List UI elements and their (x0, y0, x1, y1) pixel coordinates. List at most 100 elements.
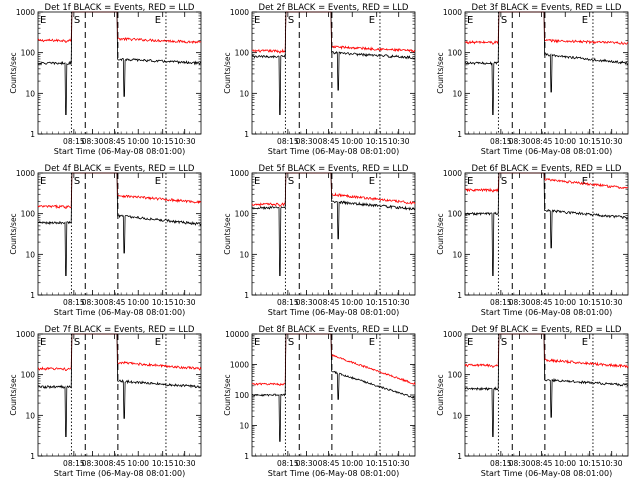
detector-panel: Det 8f BLACK = Events, RED = LLD 1 10 100 10… (223, 325, 416, 478)
panel-title: Det 1f BLACK = Events, RED = LLD (45, 3, 195, 13)
x-tick-label: 08:15 (277, 137, 299, 146)
x-tick-label: 08:45 (318, 459, 340, 468)
detector-panel: Det 6f BLACK = Events, RED = LLD 1 10 100 10… (436, 164, 629, 317)
x-tick-label: 08:30 (509, 137, 531, 146)
x-tick-label: 10:30 (601, 459, 623, 468)
events-trace (251, 11, 416, 115)
detector-panel: Det 3f BLACK = Events, RED = LLD 1 10 100 10… (436, 3, 629, 156)
x-tick-label: 08:45 (318, 298, 340, 307)
x-tick-label: 10:00 (554, 298, 576, 307)
y-tick-label: 1000 (16, 8, 35, 17)
marker-start: S (288, 176, 294, 187)
lld-trace (464, 333, 629, 369)
x-tick-label: 10:00 (554, 137, 576, 146)
detector-panel: Det 2f BLACK = Events, RED = LLD 1 10 100 10… (223, 3, 416, 156)
y-tick-label: 10 (452, 89, 462, 98)
marker-left: E (254, 337, 260, 348)
detector-panel: Det 1f BLACK = Events, RED = LLD 1 10 100 10… (9, 3, 202, 156)
y-tick-label: 100 (21, 210, 36, 219)
x-tick-label: 08:15 (63, 459, 85, 468)
y-tick-label: 100 (448, 210, 463, 219)
x-tick-label: 08:45 (104, 137, 126, 146)
y-axis-label: Counts/sec (9, 374, 18, 415)
marker-left: E (40, 176, 46, 187)
y-tick-label: 1000 (230, 169, 249, 178)
detector-panel: Det 5f BLACK = Events, RED = LLD 1 10 100 10… (223, 164, 416, 317)
plot-frame (37, 172, 202, 296)
marker-right: E (369, 337, 375, 348)
x-axis-label: Start Time (06-May-08 08:01:00) (268, 147, 399, 156)
y-tick-label: 10 (25, 250, 35, 259)
x-tick-label: 08:45 (104, 459, 126, 468)
y-tick-label: 1000 (16, 330, 35, 339)
panel-title: Det 4f BLACK = Events, RED = LLD (45, 164, 195, 174)
marker-start: S (74, 337, 80, 348)
plot-frame (37, 11, 202, 135)
y-axis-label: Counts/sec (223, 213, 232, 254)
x-tick-label: 10:15 (579, 298, 601, 307)
marker-right: E (155, 337, 161, 348)
plot-frame (464, 172, 629, 296)
marker-right: E (369, 176, 375, 187)
x-tick-label: 10:15 (152, 459, 174, 468)
marker-start: S (501, 337, 507, 348)
x-tick-label: 08:45 (531, 459, 553, 468)
marker-start: S (74, 176, 80, 187)
lld-trace (464, 11, 629, 45)
events-trace (37, 172, 202, 277)
marker-left: E (254, 15, 260, 26)
x-tick-label: 08:45 (104, 298, 126, 307)
events-trace (464, 172, 629, 277)
marker-left: E (467, 176, 473, 187)
x-tick-label: 08:30 (509, 298, 531, 307)
y-tick-label: 10 (239, 250, 249, 259)
lld-trace (37, 172, 202, 210)
x-tick-label: 10:15 (579, 137, 601, 146)
x-tick-label: 10:00 (127, 298, 149, 307)
x-tick-label: 10:00 (341, 459, 363, 468)
panel-title: Det 9f BLACK = Events, RED = LLD (472, 325, 622, 335)
lld-trace (37, 11, 202, 45)
panel-title: Det 3f BLACK = Events, RED = LLD (472, 3, 622, 13)
plot-frame (464, 333, 629, 457)
x-tick-label: 08:15 (63, 298, 85, 307)
marker-start: S (74, 15, 80, 26)
plot-frame (251, 11, 416, 135)
x-tick-label: 10:30 (388, 459, 410, 468)
lld-trace (464, 172, 629, 193)
x-tick-label: 10:15 (579, 459, 601, 468)
marker-right: E (582, 337, 588, 348)
y-axis-label: Counts/sec (9, 213, 18, 254)
x-tick-label: 10:15 (152, 298, 174, 307)
y-tick-label: 1 (457, 130, 462, 139)
y-tick-label: 1000 (16, 169, 35, 178)
events-trace (251, 172, 416, 277)
y-tick-label: 100 (21, 371, 36, 380)
x-tick-label: 08:45 (531, 137, 553, 146)
marker-start: S (501, 176, 507, 187)
y-tick-label: 1 (457, 452, 462, 461)
marker-right: E (155, 176, 161, 187)
x-tick-label: 08:45 (318, 137, 340, 146)
y-tick-label: 100 (235, 391, 250, 400)
y-tick-label: 1 (457, 291, 462, 300)
x-tick-label: 10:00 (554, 459, 576, 468)
marker-start: S (501, 15, 507, 26)
x-tick-label: 08:15 (490, 298, 512, 307)
y-tick-label: 100 (448, 371, 463, 380)
plot-frame (37, 333, 202, 457)
events-trace (464, 333, 629, 438)
panel-title: Det 8f BLACK = Events, RED = LLD (259, 325, 409, 335)
y-tick-label: 1000 (230, 8, 249, 17)
y-axis-label: Counts/sec (436, 52, 445, 93)
lld-trace (251, 333, 416, 386)
x-tick-label: 10:15 (152, 137, 174, 146)
y-tick-label: 10 (25, 89, 35, 98)
x-tick-label: 10:30 (601, 298, 623, 307)
plot-frame (251, 172, 416, 296)
x-tick-label: 10:15 (366, 137, 388, 146)
y-tick-label: 1000 (443, 169, 462, 178)
detector-panel: Det 7f BLACK = Events, RED = LLD 1 10 100 10… (9, 325, 202, 478)
x-tick-label: 08:30 (82, 137, 104, 146)
